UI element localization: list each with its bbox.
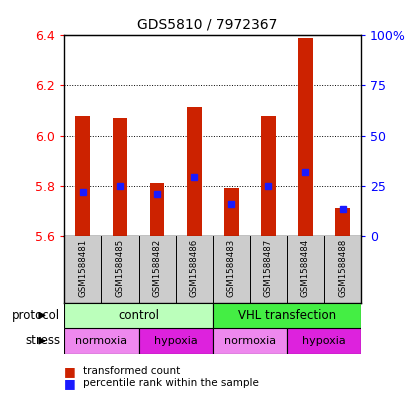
Text: GSM1588487: GSM1588487 <box>264 239 273 298</box>
Bar <box>261 116 276 236</box>
Text: percentile rank within the sample: percentile rank within the sample <box>83 378 259 388</box>
Bar <box>298 38 313 236</box>
Text: GSM1588483: GSM1588483 <box>227 239 236 298</box>
Text: protocol: protocol <box>12 309 60 322</box>
Bar <box>64 303 213 328</box>
Text: GSM1588482: GSM1588482 <box>153 239 161 298</box>
Text: GSM1588486: GSM1588486 <box>190 239 199 298</box>
Text: GDS5810 / 7972367: GDS5810 / 7972367 <box>137 18 278 32</box>
Bar <box>64 328 139 354</box>
Bar <box>287 328 361 354</box>
Bar <box>187 107 202 236</box>
Text: GSM1588484: GSM1588484 <box>301 239 310 298</box>
Text: hypoxia: hypoxia <box>302 336 346 346</box>
Text: stress: stress <box>25 334 60 347</box>
Bar <box>213 303 361 328</box>
Text: normoxia: normoxia <box>224 336 276 346</box>
Bar <box>112 118 127 236</box>
Text: control: control <box>118 309 159 322</box>
Text: ■: ■ <box>64 365 76 378</box>
Bar <box>224 188 239 236</box>
Text: ■: ■ <box>64 376 76 390</box>
Text: VHL transfection: VHL transfection <box>238 309 336 322</box>
Bar <box>335 208 350 236</box>
Text: transformed count: transformed count <box>83 366 180 376</box>
Bar <box>213 328 287 354</box>
Bar <box>76 116 90 236</box>
Text: GSM1588485: GSM1588485 <box>115 239 124 298</box>
Bar <box>150 183 164 236</box>
Text: GSM1588481: GSM1588481 <box>78 239 88 298</box>
Bar <box>139 328 213 354</box>
Text: GSM1588488: GSM1588488 <box>338 239 347 298</box>
Text: hypoxia: hypoxia <box>154 336 198 346</box>
Text: normoxia: normoxia <box>76 336 127 346</box>
